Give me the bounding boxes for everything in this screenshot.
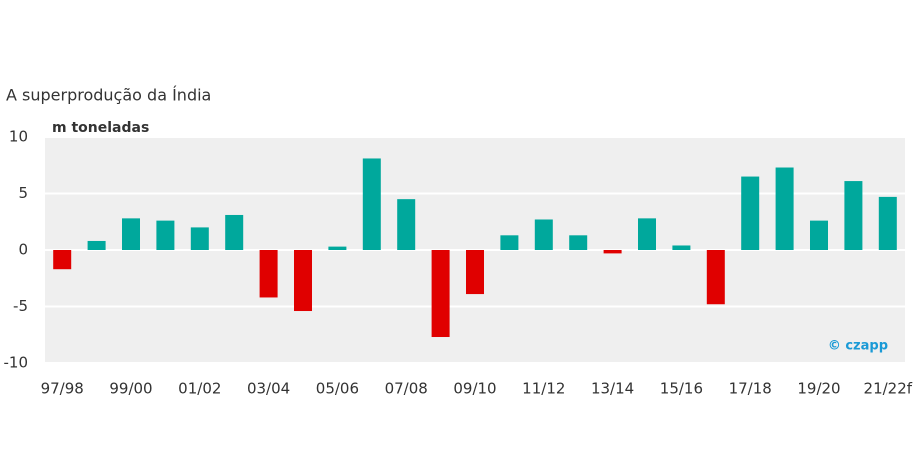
bar: [603, 250, 622, 254]
bar: [638, 218, 656, 250]
y-tick-label: 10: [9, 128, 28, 146]
x-tick-label: 01/02: [178, 380, 221, 398]
y-tick-label: 5: [18, 184, 28, 202]
bar: [844, 181, 863, 250]
x-tick-label: 19/20: [797, 380, 840, 398]
bars: [53, 158, 897, 338]
x-tick-label: 05/06: [316, 380, 359, 398]
x-tick-label: 17/18: [729, 380, 772, 398]
x-tick-label: 07/08: [385, 380, 428, 398]
x-tick-label: 15/16: [660, 380, 703, 398]
bar: [672, 245, 691, 250]
x-tick-label: 11/12: [522, 380, 565, 398]
bar: [362, 158, 381, 250]
bar: [190, 227, 209, 250]
chart-title: A superprodução da Índia: [6, 86, 211, 105]
bar: [87, 240, 106, 250]
x-tick-label: 13/14: [591, 380, 634, 398]
bar: [775, 167, 794, 250]
y-tick-label: -5: [13, 297, 28, 315]
x-tick-label: 21/22f: [864, 380, 913, 398]
bar: [53, 250, 72, 270]
x-tick-label: 97/98: [41, 380, 84, 398]
y-tick-label: 0: [18, 241, 28, 259]
x-tick-label: 09/10: [453, 380, 496, 398]
bar: [122, 218, 140, 250]
bar: [534, 219, 553, 250]
bar: [741, 176, 760, 250]
bar: [225, 214, 244, 250]
bar: [466, 250, 484, 295]
unit-label: m toneladas: [52, 120, 149, 136]
x-tick-label: 03/04: [247, 380, 290, 398]
bar: [706, 250, 725, 305]
credit: © czapp: [828, 339, 888, 354]
y-tick-label: -10: [4, 354, 29, 372]
bar: [878, 196, 897, 250]
x-tick-label: 99/00: [109, 380, 152, 398]
bar: [397, 199, 416, 250]
bar: [810, 220, 828, 250]
bar: [259, 250, 278, 298]
bar: [294, 250, 312, 312]
bar: [328, 246, 347, 250]
bar: [431, 250, 450, 338]
bar: [569, 235, 588, 250]
bar: [156, 220, 175, 250]
bar: [500, 235, 519, 250]
